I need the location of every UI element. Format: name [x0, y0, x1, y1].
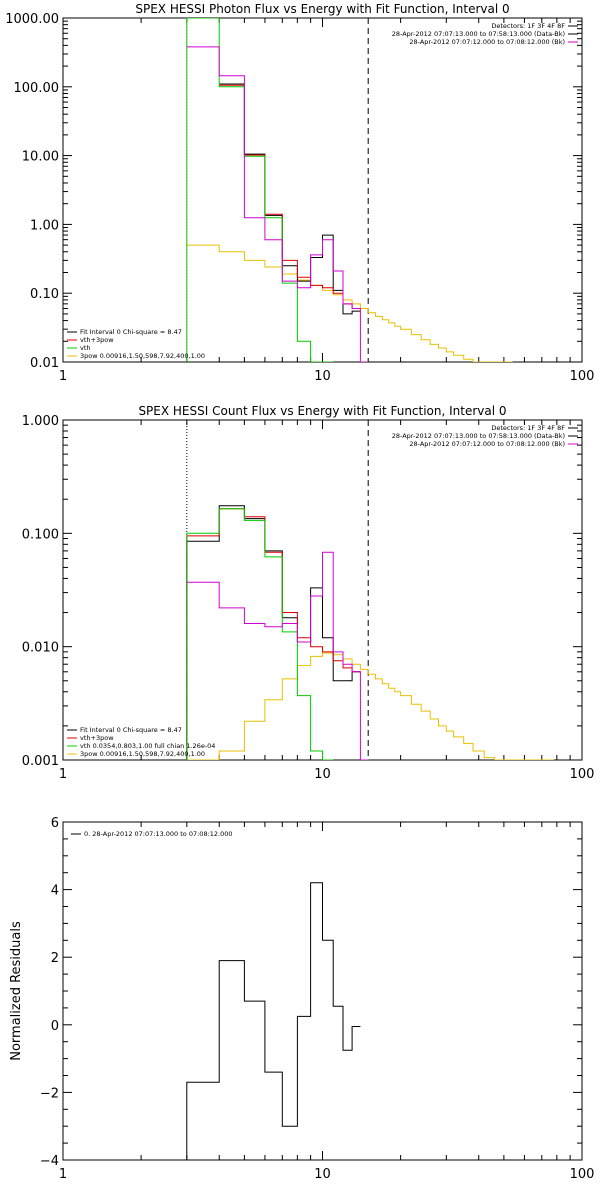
legend-text: Fit Interval 0 Chi-square = 8.47	[80, 726, 182, 734]
plot-area	[186, 18, 513, 362]
y-tick-label: −2	[40, 1086, 59, 1101]
legend-text: 3pow 0.00916,1.50,598,7.92,400,1.00	[80, 352, 205, 360]
legend-text: 0. 28-Apr-2012 07:07:13.000 to 07:08:12.…	[84, 830, 233, 838]
legend-text: vth+3pow	[80, 336, 114, 344]
plot-frame	[62, 821, 583, 1161]
y-tick-label: 0.100	[22, 527, 59, 542]
y-axis-label: Normalized Residuals	[9, 921, 24, 1061]
plot-frame	[62, 17, 583, 363]
series-data-bk-line	[186, 505, 361, 760]
y-tick-label: 10.00	[22, 150, 59, 165]
y-tick-label: 0.010	[22, 641, 59, 656]
series-bk-line	[186, 46, 369, 362]
legend-text: 28-Apr-2012 07:07:13.000 to 07:58:13.000…	[392, 30, 565, 38]
y-tick-label: 0.01	[30, 356, 59, 371]
chart-title: SPEX HESSI Photon Flux vs Energy with Fi…	[135, 2, 509, 16]
legend-text: 28-Apr-2012 07:07:12.000 to 07:08:12.000…	[409, 38, 565, 46]
legend-text: Detectors: 1F 3F 4F 8F	[491, 22, 565, 30]
series-data-bk-line	[219, 83, 361, 315]
legend-text: vth 0.0354,0.803,1.00 full chian 1.26e-0…	[80, 742, 215, 750]
y-tick-label: 0.10	[30, 287, 59, 302]
chart-panel-2: SPEX HESSI Count Flux vs Energy with Fit…	[22, 404, 595, 782]
x-tick-label: 1	[59, 767, 67, 782]
x-tick-label: 1	[59, 369, 67, 384]
y-tick-label: 1.000	[22, 414, 59, 429]
y-tick-label: −4	[40, 1154, 59, 1169]
y-tick-label: 100.00	[14, 81, 60, 96]
series-3pow-line	[186, 652, 554, 760]
legend-text: Detectors: 1F 3F 4F 8F	[491, 424, 565, 432]
series-vth-line	[186, 508, 334, 760]
chart-title: SPEX HESSI Count Flux vs Energy with Fit…	[138, 404, 506, 418]
y-tick-label: 0	[51, 1019, 59, 1034]
x-tick-label: 100	[570, 767, 595, 782]
y-tick-label: 2	[51, 951, 59, 966]
legend-text: 28-Apr-2012 07:07:12.000 to 07:08:12.000…	[409, 440, 565, 448]
x-tick-label: 10	[314, 1167, 331, 1182]
plot-area	[186, 882, 361, 1160]
series-vth-3pow-line	[219, 84, 361, 309]
x-tick-label: 1	[59, 1167, 67, 1182]
series-bk-line	[186, 551, 369, 760]
legend-text: vth	[80, 344, 91, 352]
x-tick-label: 10	[314, 767, 331, 782]
legend-text: 28-Apr-2012 07:07:13.000 to 07:58:13.000…	[392, 432, 565, 440]
legend-text: 3pow 0.00916,1.50,598,7.92,400,1.00	[80, 750, 205, 758]
x-tick-label: 100	[570, 1167, 595, 1182]
y-tick-label: 4	[51, 884, 59, 899]
y-tick-label: 1000.00	[5, 12, 59, 27]
y-tick-label: 0.001	[22, 754, 59, 769]
series-0-28-apr-2012-07-07-13-000-to-07-08-12-000-line	[186, 882, 361, 1160]
x-tick-label: 100	[570, 369, 595, 384]
series-vth-line	[186, 18, 334, 362]
chart-panel-1: SPEX HESSI Photon Flux vs Energy with Fi…	[5, 2, 594, 384]
plot-area	[186, 420, 554, 760]
series-vth-3pow-line	[186, 508, 361, 760]
chart-panel-3: 1 10 100 6 4 2 0 −2 −4 Normalized Residuals 0. 28-…	[9, 816, 594, 1182]
x-tick-label: 10	[314, 369, 331, 384]
y-tick-label: 1.00	[30, 218, 59, 233]
legend-text: vth+3pow	[80, 734, 114, 742]
legend-text: Fit Interval 0 Chi-square = 8.47	[80, 328, 182, 336]
y-tick-label: 6	[51, 816, 59, 831]
